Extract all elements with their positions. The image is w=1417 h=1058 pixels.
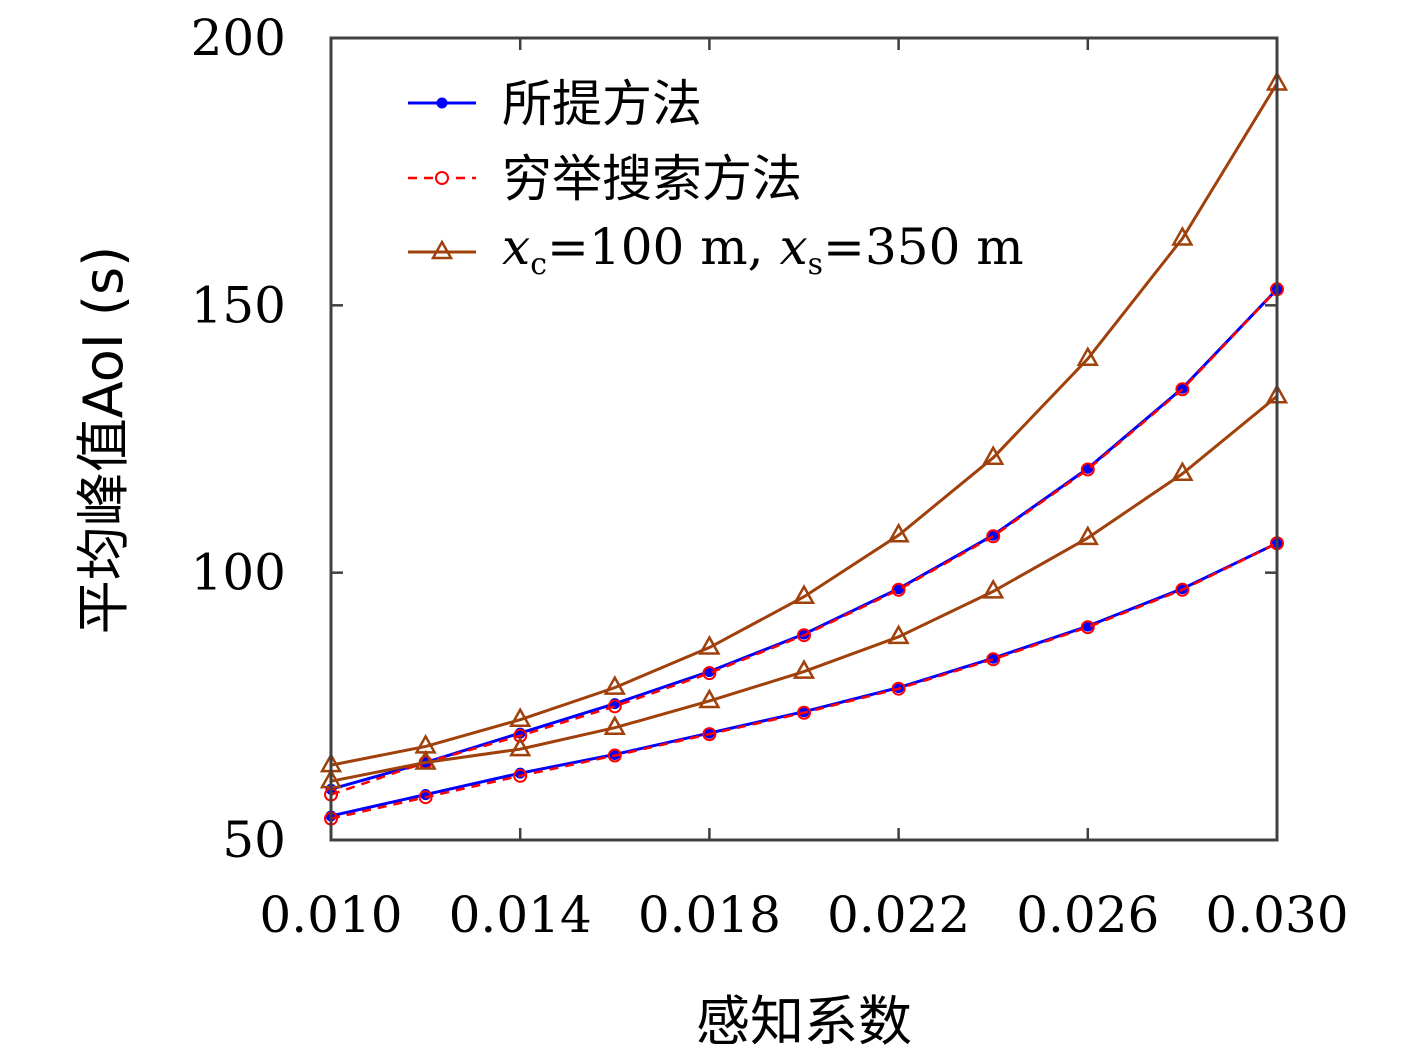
x-tick-label-4: 0.026 — [1016, 886, 1159, 944]
series-fixed-lower — [319, 383, 1289, 789]
legend-entry-fixed: xc=100 m, xs=350 m — [408, 218, 1024, 282]
legend-entry-proposed: 所提方法 — [408, 75, 702, 133]
point-fixed-lower-3 — [603, 715, 626, 735]
point-exhaustive-lower-9 — [1175, 582, 1190, 597]
legend-fixed-var-x2: x — [779, 218, 807, 276]
legend-label-proposed: 所提方法 — [502, 75, 702, 133]
legend-label-exhaustive: 穷举搜索方法 — [502, 150, 802, 208]
point-fixed-upper-4 — [698, 634, 721, 655]
series-line-exhaustive-upper — [330, 288, 1278, 796]
series-line-fixed-upper — [330, 82, 1279, 767]
point-fixed-upper-8 — [1076, 346, 1099, 367]
point-exhaustive-lower-5 — [797, 705, 811, 720]
point-fixed-upper-5 — [792, 584, 816, 604]
axes-frame — [329, 36, 1279, 842]
point-exhaustive-upper-9 — [1175, 382, 1190, 397]
x-tick-label-5: 0.030 — [1205, 886, 1348, 944]
point-exhaustive-upper-4 — [702, 666, 717, 681]
y-axis-title: 平均峰值AoI (s) — [72, 246, 135, 634]
point-exhaustive-lower-4 — [702, 727, 717, 742]
point-exhaustive-upper-7 — [986, 529, 1001, 544]
legend-fixed-sub-s: s — [808, 247, 823, 282]
point-fixed-lower-9 — [1171, 461, 1194, 482]
point-exhaustive-upper-2 — [513, 728, 528, 743]
series-proposed-upper — [325, 283, 1283, 795]
legend-marker-fixed — [430, 239, 454, 260]
x-tick-label-2: 0.018 — [638, 886, 781, 944]
x-axis-title: 感知系数 — [696, 990, 912, 1053]
y-tick-label-2: 150 — [191, 276, 286, 334]
x-tick-label-0: 0.010 — [259, 886, 402, 944]
legend-fixed-suffix: =350 m — [823, 218, 1024, 276]
point-exhaustive-lower-3 — [607, 748, 622, 763]
point-fixed-lower-4 — [698, 688, 721, 709]
legend-label-fixed: xc=100 m, xs=350 m — [502, 218, 1024, 282]
series-exhaustive-upper — [324, 282, 1284, 802]
tick-layer: 0.010 0.014 0.018 0.022 0.026 0.030 50 100 150 20… — [191, 9, 1349, 944]
point-exhaustive-lower-1 — [418, 790, 433, 805]
point-exhaustive-lower-8 — [1080, 620, 1095, 635]
point-fixed-lower-5 — [792, 659, 816, 679]
series-line-exhaustive-lower — [330, 542, 1278, 820]
legend: 所提方法 穷举搜索方法 xc=100 m, xs=350 m — [408, 75, 1024, 282]
point-exhaustive-upper-5 — [797, 628, 811, 643]
point-fixed-upper-6 — [887, 522, 910, 543]
point-fixed-lower-2 — [509, 736, 532, 757]
x-tick-label-3: 0.022 — [827, 886, 970, 944]
y-tick-label-0: 50 — [222, 811, 286, 869]
y-tick-label-1: 100 — [191, 544, 286, 602]
point-exhaustive-upper-6 — [891, 582, 906, 597]
series-proposed-lower — [325, 537, 1283, 822]
legend-marker-proposed — [436, 97, 448, 109]
legend-fixed-mid: =100 m, — [547, 218, 779, 276]
x-tick-label-1: 0.014 — [449, 886, 592, 944]
series-line-fixed-lower — [330, 395, 1278, 783]
point-exhaustive-lower-2 — [513, 768, 528, 783]
legend-marker-exhaustive — [435, 171, 449, 185]
point-fixed-upper-9 — [1171, 225, 1194, 246]
y-tick-label-3: 200 — [191, 9, 286, 67]
point-fixed-upper-2 — [509, 707, 532, 727]
point-fixed-lower-1 — [414, 749, 437, 770]
point-fixed-lower-8 — [1076, 525, 1099, 546]
series-layer — [319, 70, 1289, 826]
point-exhaustive-upper-3 — [607, 699, 622, 714]
point-exhaustive-lower-6 — [891, 681, 906, 696]
legend-fixed-sub-c: c — [530, 247, 547, 282]
series-line-proposed-lower — [330, 541, 1278, 818]
legend-entry-exhaustive: 穷举搜索方法 — [408, 150, 802, 208]
point-fixed-lower-6 — [887, 624, 910, 645]
series-exhaustive-lower — [324, 536, 1284, 826]
point-exhaustive-lower-7 — [986, 652, 1001, 667]
point-fixed-lower-7 — [982, 578, 1005, 599]
point-fixed-upper-7 — [982, 445, 1005, 465]
point-exhaustive-upper-8 — [1080, 462, 1095, 477]
legend-fixed-var-x1: x — [502, 218, 530, 276]
point-fixed-upper-3 — [603, 675, 626, 695]
